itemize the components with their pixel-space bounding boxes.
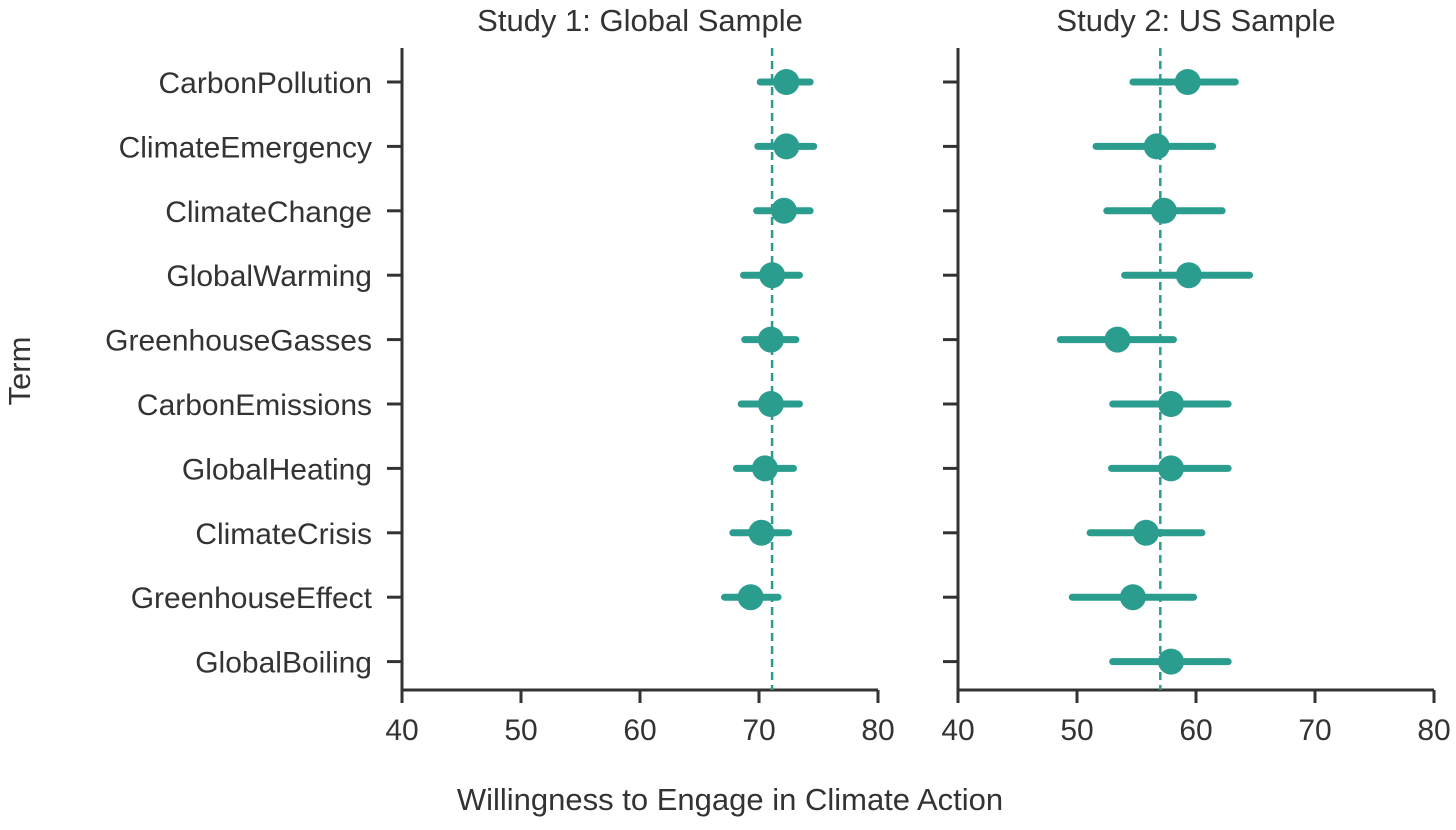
point-estimate (770, 197, 797, 224)
point-estimate (773, 133, 800, 160)
point-estimate (1158, 648, 1185, 675)
point-estimate (1175, 262, 1202, 289)
point-estimate (773, 69, 800, 95)
y-tick-label: CarbonEmissions (137, 389, 372, 422)
x-tick-label: 60 (623, 714, 656, 747)
y-tick-label: CarbonPollution (159, 67, 372, 100)
y-tick-label: GreenhouseEffect (131, 582, 373, 615)
x-axis-label: Willingness to Engage in Climate Action (457, 782, 1003, 817)
panel-title: Study 1: Global Sample (477, 3, 803, 38)
y-axis-label: Term (2, 337, 37, 406)
point-estimate (1174, 69, 1201, 95)
point-estimate (757, 326, 784, 353)
point-estimate (1158, 391, 1185, 417)
y-tick-label: ClimateEmergency (119, 131, 372, 164)
x-tick-label: 70 (742, 714, 775, 747)
y-tick-label: ClimateCrisis (195, 518, 372, 551)
point-estimate (751, 455, 778, 482)
point-estimate (1119, 584, 1146, 611)
x-tick-label: 50 (504, 714, 537, 747)
y-tick-label: GlobalHeating (182, 453, 372, 486)
point-estimate (1143, 133, 1170, 160)
point-estimate (748, 519, 775, 546)
x-tick-label: 50 (1060, 714, 1093, 747)
x-tick-label: 70 (1298, 714, 1331, 747)
y-tick-label: GlobalWarming (166, 260, 372, 293)
x-tick-label: 80 (861, 714, 894, 747)
point-estimate (1150, 197, 1177, 224)
point-estimate (1158, 455, 1185, 482)
point-estimate (757, 391, 784, 417)
panel-title: Study 2: US Sample (1056, 3, 1335, 38)
point-estimate (1133, 519, 1160, 546)
point-estimate (1104, 326, 1131, 353)
x-tick-label: 80 (1417, 714, 1450, 747)
point-estimate (759, 262, 786, 289)
y-tick-label: GreenhouseGasses (105, 325, 372, 358)
y-tick-label: GlobalBoiling (195, 647, 372, 680)
x-tick-label: 40 (941, 714, 974, 747)
x-tick-label: 60 (1179, 714, 1212, 747)
point-estimate (737, 584, 764, 611)
x-tick-label: 40 (385, 714, 418, 747)
y-tick-label: ClimateChange (165, 196, 372, 229)
